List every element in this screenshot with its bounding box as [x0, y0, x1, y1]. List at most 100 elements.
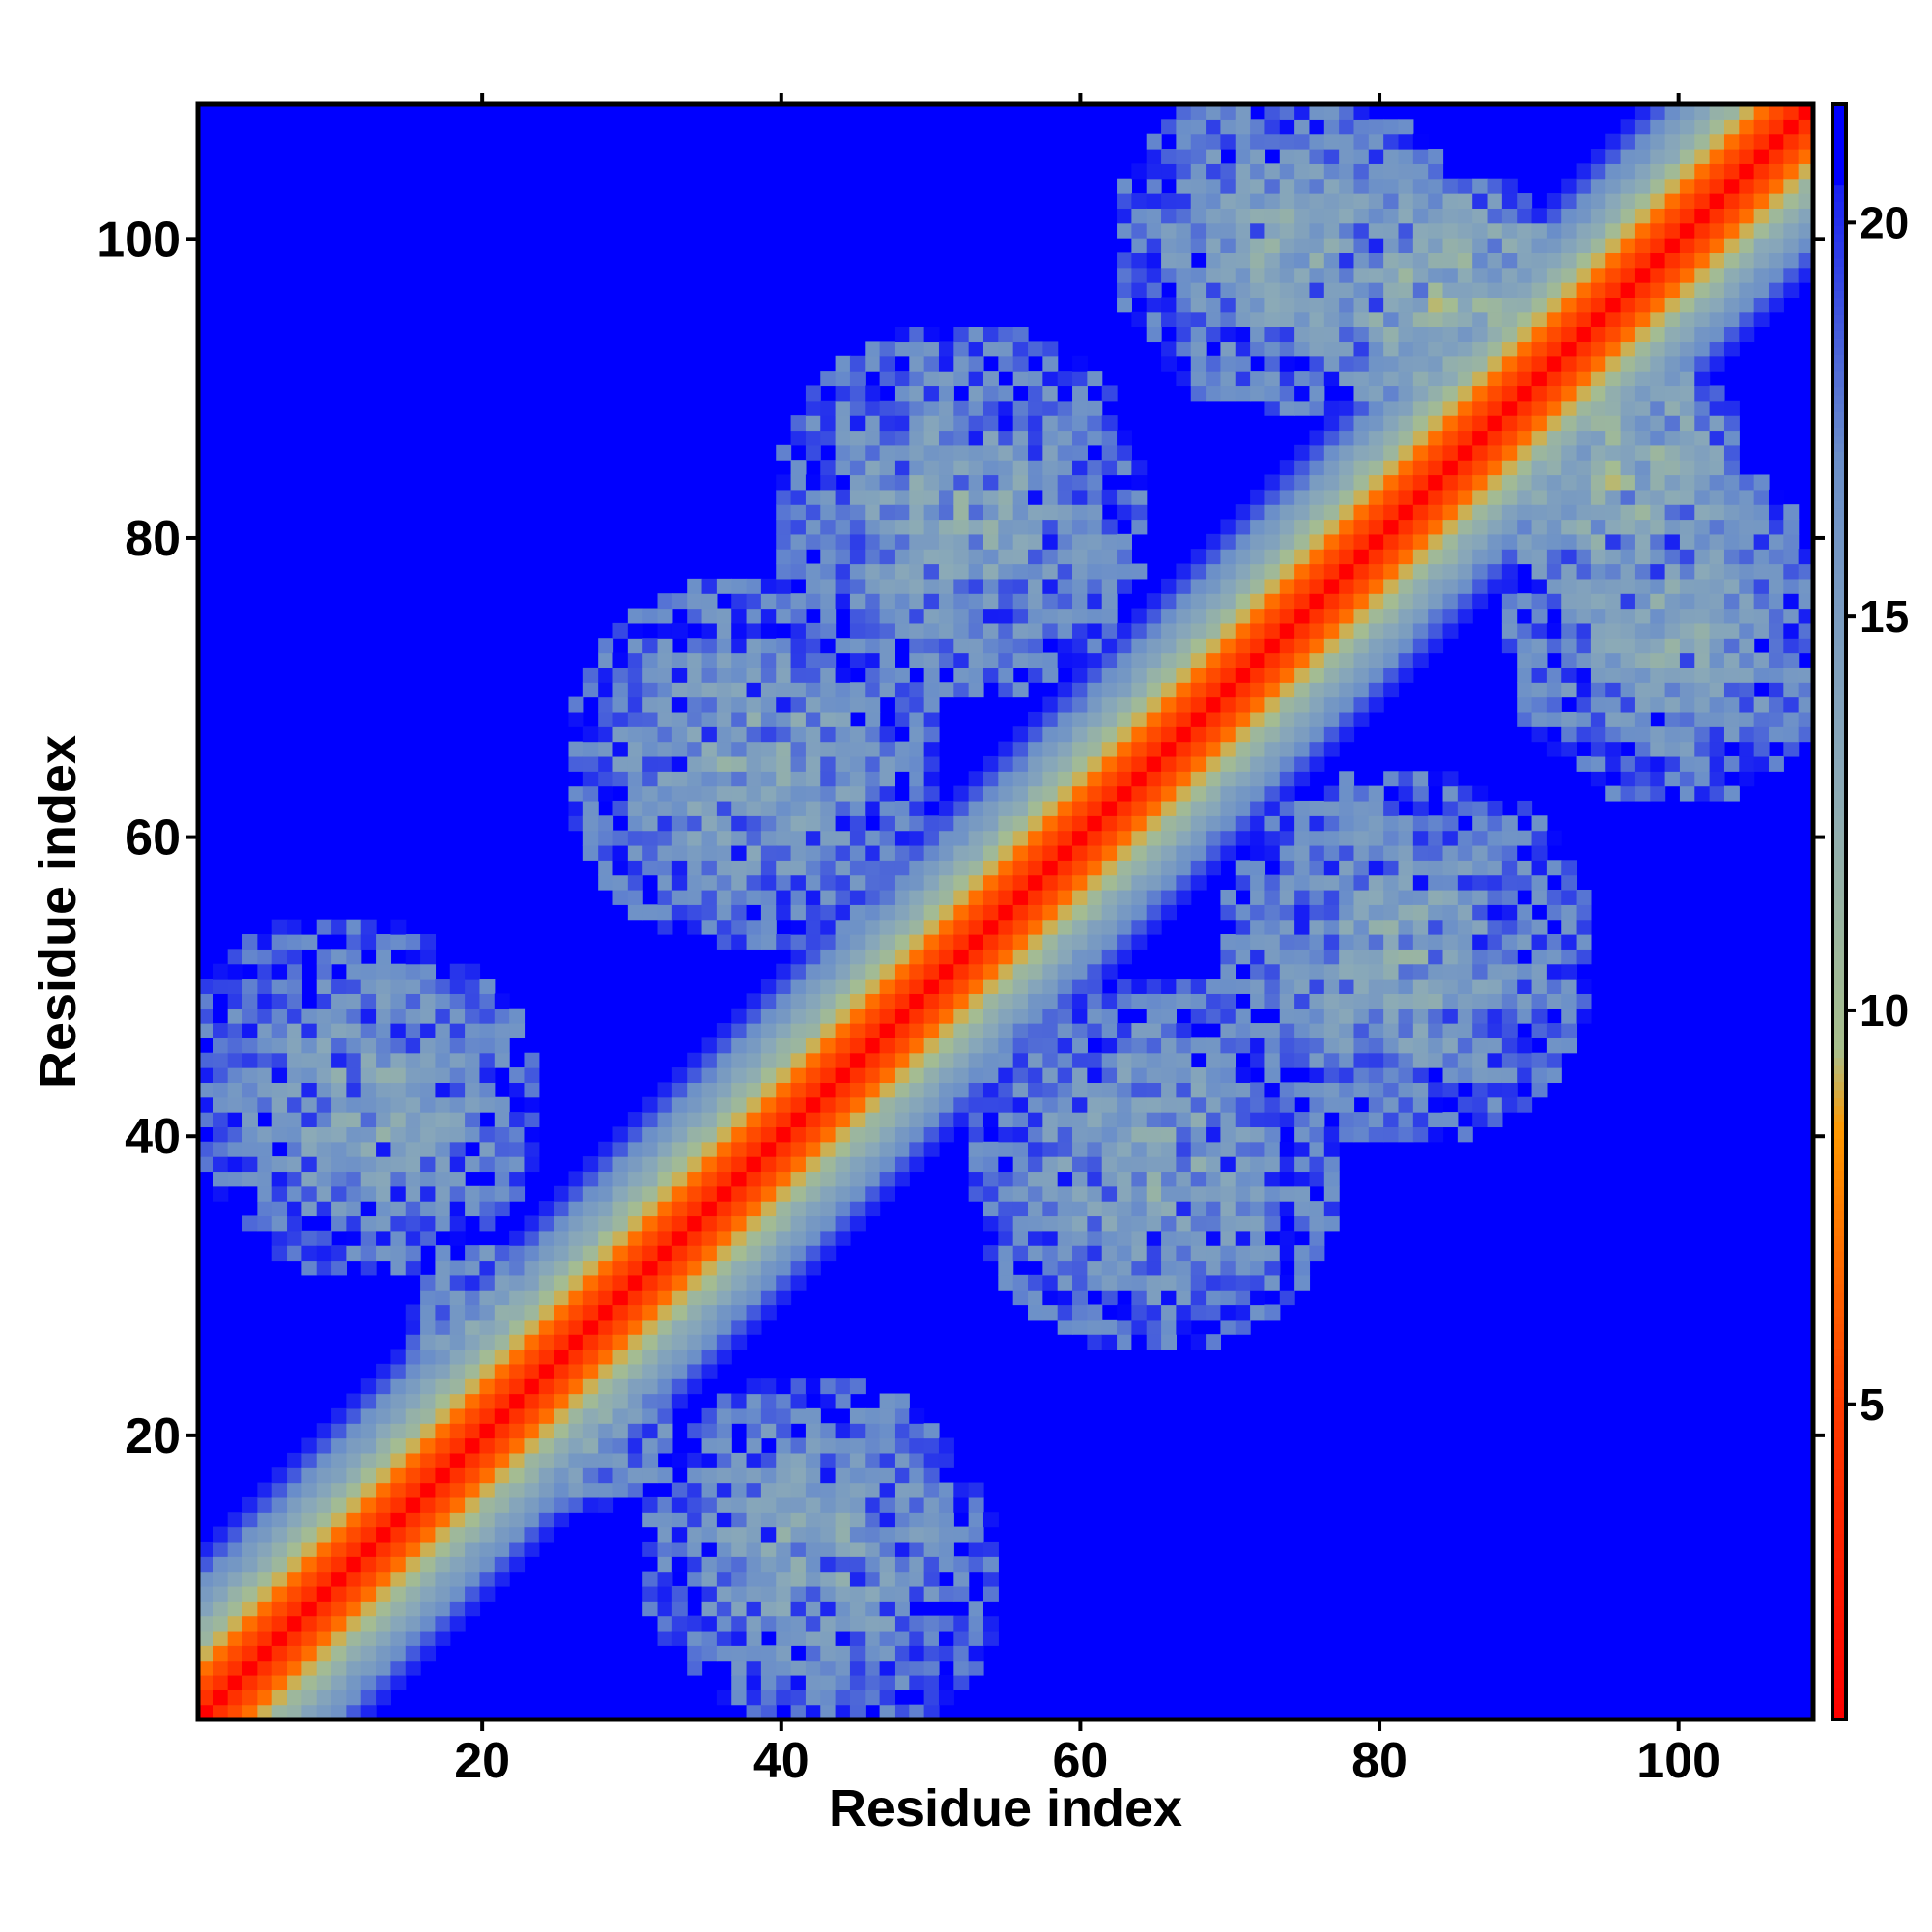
heatmap-cell	[1339, 622, 1355, 639]
heatmap-cell	[923, 652, 940, 668]
heatmap-cell	[1190, 860, 1207, 876]
heatmap-cell	[301, 1126, 318, 1143]
heatmap-cell	[1131, 785, 1148, 802]
heatmap-cell	[227, 1512, 243, 1528]
heatmap-cell	[776, 963, 792, 980]
heatmap-cell	[835, 904, 851, 921]
heatmap-cell	[909, 711, 925, 727]
heatmap-cell	[627, 1201, 643, 1217]
heatmap-cell	[1279, 993, 1295, 1009]
heatmap-cell	[301, 934, 318, 950]
heatmap-cell	[849, 874, 866, 891]
heatmap-cell	[1383, 519, 1400, 535]
heatmap-cell	[805, 533, 821, 550]
heatmap-cell	[1412, 489, 1429, 505]
heatmap-cell	[805, 726, 821, 743]
heatmap-cell	[760, 1260, 777, 1276]
heatmap-cell	[1279, 193, 1295, 209]
heatmap-cell	[1487, 222, 1503, 239]
heatmap-cell	[316, 1141, 332, 1157]
heatmap-cell	[805, 1037, 821, 1054]
heatmap-cell	[760, 1215, 777, 1232]
heatmap-cell	[287, 1156, 302, 1173]
heatmap-cell	[1146, 622, 1162, 639]
heatmap-cell	[1161, 578, 1177, 594]
heatmap-cell	[790, 1082, 807, 1098]
heatmap-cell	[420, 1482, 437, 1498]
heatmap-cell	[1501, 327, 1518, 343]
heatmap-cell	[953, 1496, 970, 1513]
heatmap-cell	[687, 593, 703, 610]
heatmap-cell	[1176, 652, 1192, 668]
heatmap-cell	[538, 1393, 554, 1409]
heatmap-cell	[923, 874, 940, 891]
heatmap-cell	[287, 1185, 302, 1202]
heatmap-cell	[879, 1601, 895, 1617]
heatmap-cell	[746, 726, 762, 743]
heatmap-cell	[405, 1349, 421, 1365]
heatmap-cell	[1368, 830, 1384, 846]
heatmap-cell	[760, 904, 777, 921]
heatmap-cell	[716, 771, 732, 787]
heatmap-cell	[865, 1601, 881, 1617]
heatmap-cell	[257, 1171, 273, 1187]
heatmap-cell	[346, 1674, 362, 1690]
heatmap-cell	[1383, 622, 1400, 639]
heatmap-cell	[465, 1378, 481, 1395]
heatmap-cell	[909, 415, 925, 432]
heatmap-cell	[923, 460, 940, 476]
heatmap-cell	[198, 1601, 213, 1617]
heatmap-cell	[376, 1615, 392, 1632]
heatmap-cell	[1398, 889, 1414, 905]
heatmap-cell	[1383, 874, 1400, 891]
heatmap-cell	[1457, 934, 1473, 950]
heatmap-cell	[257, 1126, 273, 1143]
heatmap-cell	[1161, 1052, 1177, 1068]
heatmap-cell	[776, 1660, 792, 1676]
heatmap-cell	[479, 1334, 496, 1350]
heatmap-cell	[1487, 415, 1503, 432]
heatmap-cell	[1323, 711, 1340, 727]
heatmap-cell	[687, 1452, 703, 1468]
heatmap-cell	[1339, 889, 1355, 905]
heatmap-cell	[953, 667, 970, 683]
heatmap-cell	[820, 1230, 837, 1246]
heatmap-cell	[582, 1393, 599, 1409]
heatmap-cell	[612, 711, 629, 727]
heatmap-cell	[865, 1185, 881, 1202]
heatmap-cell	[1190, 1067, 1207, 1083]
heatmap-cell	[1042, 533, 1059, 550]
heatmap-cell	[331, 1052, 347, 1068]
heatmap-cell	[1264, 741, 1281, 757]
heatmap-cell	[582, 1482, 599, 1498]
heatmap-cell	[894, 341, 910, 357]
heatmap-cell	[1042, 430, 1059, 446]
heatmap-cell	[376, 1690, 392, 1706]
heatmap-cell	[509, 1378, 526, 1395]
heatmap-cell	[1279, 178, 1295, 194]
heatmap-cell	[1146, 1274, 1162, 1291]
heatmap-cell	[746, 1052, 762, 1068]
heatmap-cell	[1279, 844, 1295, 861]
heatmap-cell	[420, 1645, 437, 1662]
heatmap-cell	[1487, 444, 1503, 461]
heatmap-cell	[1368, 178, 1384, 194]
heatmap-cell	[982, 1141, 999, 1157]
heatmap-cell	[257, 1601, 273, 1617]
heatmap-cell	[524, 1423, 540, 1439]
heatmap-cell	[998, 771, 1014, 787]
heatmap-cell	[760, 1556, 777, 1573]
heatmap-cell	[1072, 1096, 1088, 1113]
heatmap-cell	[1383, 252, 1400, 269]
heatmap-cell	[494, 1245, 510, 1262]
heatmap-cell	[968, 1052, 984, 1068]
heatmap-cell	[479, 1363, 496, 1379]
heatmap-cell	[1323, 474, 1340, 491]
heatmap-cell	[316, 1496, 332, 1513]
heatmap-cell	[1294, 252, 1311, 269]
heatmap-cell	[494, 1096, 510, 1113]
heatmap-cell	[1146, 638, 1162, 654]
heatmap-cell	[746, 1126, 762, 1143]
heatmap-cell	[701, 1556, 718, 1573]
heatmap-cell	[865, 622, 881, 639]
